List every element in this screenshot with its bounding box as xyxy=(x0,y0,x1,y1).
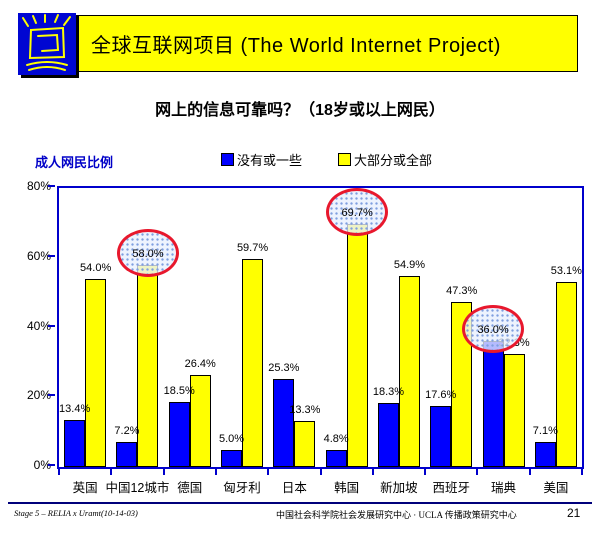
y-axis-tick xyxy=(48,394,55,397)
x-axis-tick xyxy=(110,469,112,475)
bar-value-label: 36.0% xyxy=(477,324,509,336)
page-number: 21 xyxy=(567,506,581,520)
bar-blue xyxy=(116,442,138,467)
bar-value-label: 4.8% xyxy=(323,433,349,445)
x-axis-tick xyxy=(476,469,478,475)
bar-blue xyxy=(325,450,347,467)
bar-yellow xyxy=(555,282,577,467)
chart-legend: 没有或一些 大部分或全部 xyxy=(221,150,432,169)
y-axis-tick xyxy=(48,185,55,187)
bar-yellow xyxy=(294,421,316,467)
bar-blue xyxy=(168,402,190,467)
legend-swatch xyxy=(338,153,352,166)
y-axis-tick-label: 80% xyxy=(26,179,51,193)
x-category-label: 西班牙 xyxy=(432,481,470,495)
y-axis-tick-label: 0% xyxy=(33,458,51,472)
legend-swatch xyxy=(221,153,234,166)
bar-blue xyxy=(273,379,295,467)
bar-value-label: 18.5% xyxy=(163,385,195,397)
bar-blue xyxy=(64,420,86,467)
x-axis-tick xyxy=(320,469,322,475)
y-axis-tick-label: 40% xyxy=(26,318,51,333)
x-axis-tick xyxy=(424,469,426,475)
y-axis-tick xyxy=(48,324,55,327)
footer-credit: 中国社会科学院社会发展研究中心 · UCLA 传播政策研究中心 xyxy=(276,510,517,520)
bar-blue xyxy=(377,403,399,467)
x-category-label: 匈牙利 xyxy=(223,481,261,495)
x-axis-tick xyxy=(372,469,374,475)
bar-yellow xyxy=(346,224,368,467)
y-axis-tick-label: 20% xyxy=(26,388,51,403)
y-axis-tick-label: 60% xyxy=(26,248,51,263)
x-axis-tick xyxy=(58,469,60,475)
header-title: 全球互联网项目 (The World Internet Project) xyxy=(91,35,501,57)
bar-blue xyxy=(482,341,504,467)
bar-value-label: 25.3% xyxy=(268,362,300,374)
bar-value-label: 59.7% xyxy=(236,242,269,254)
bar-value-label: 13.3% xyxy=(289,404,321,416)
x-axis-tick xyxy=(215,469,217,475)
bar-blue xyxy=(430,406,452,467)
bar-value-label: 54.9% xyxy=(393,259,426,271)
y-axis-tick xyxy=(48,254,55,257)
highlight-circle xyxy=(462,305,525,353)
x-axis-tick xyxy=(581,469,583,475)
bar-yellow xyxy=(503,354,525,467)
plot-area: 13.4% 54.0% 英国 7.2% 58.0% 中国12城市 18.5% 26.4% 德国 5… xyxy=(57,186,584,495)
bar-value-label: 53.1% xyxy=(550,265,582,277)
x-category-label: 德国 xyxy=(177,481,203,495)
bar-value-label: 58.0% xyxy=(132,248,164,260)
chart: 13.4% 54.0% 英国 7.2% 58.0% 中国12城市 18.5% 26.4% 德国 5… xyxy=(27,179,584,495)
bar-yellow xyxy=(398,276,420,467)
x-category-label: 韩国 xyxy=(334,481,360,495)
bar-value-label: 5.0% xyxy=(219,433,245,445)
legend-item: 没有或一些 xyxy=(221,150,302,169)
x-category-label: 英国 xyxy=(72,481,98,495)
bar-value-label: 13.4% xyxy=(59,403,91,415)
bar-yellow xyxy=(85,279,107,467)
y-axis-tick xyxy=(48,464,55,466)
x-axis-tick xyxy=(163,469,165,475)
bar-blue xyxy=(534,442,556,467)
bar-yellow xyxy=(451,302,473,467)
slide-title: 网上的信息可靠吗？（18岁或以上网民） xyxy=(155,102,445,119)
x-axis-tick xyxy=(267,469,269,475)
x-category-label: 中国12城市 xyxy=(105,481,170,495)
bar-value-label: 26.4% xyxy=(184,358,216,370)
bar-value-label: 47.3% xyxy=(446,285,478,297)
bar-value-label: 17.6% xyxy=(425,389,457,401)
bar-value-label: 7.1% xyxy=(532,425,558,437)
bar-yellow xyxy=(242,259,264,467)
bar-value-label: 54.0% xyxy=(80,262,112,274)
header-banner: 全球互联网项目 (The World Internet Project) xyxy=(18,15,578,72)
x-category-label: 日本 xyxy=(281,481,307,495)
x-category-label: 美国 xyxy=(543,481,569,495)
bar-value-label: 69.7% xyxy=(341,207,373,219)
bar-blue xyxy=(221,450,243,467)
bar-value-label: 7.2% xyxy=(114,425,140,437)
bar-value-label: 18.3% xyxy=(372,386,405,398)
legend-item: 大部分或全部 xyxy=(338,150,432,169)
legend-label: 没有或一些 xyxy=(237,153,303,168)
highlight-circle xyxy=(326,188,389,236)
highlight-circle xyxy=(116,229,179,277)
bar-yellow xyxy=(189,375,211,467)
footer-stage-note: Stage 5 – RELIA x Uramt(10-14-03) xyxy=(14,508,138,518)
project-logo-icon xyxy=(18,13,76,75)
legend-label: 大部分或全部 xyxy=(354,153,433,168)
x-axis-tick xyxy=(529,469,531,475)
chart-axis-title: 成人网民比例 xyxy=(35,155,114,170)
footer-divider xyxy=(8,502,592,504)
x-category-label: 瑞典 xyxy=(491,481,517,495)
x-category-label: 新加坡 xyxy=(380,481,418,495)
